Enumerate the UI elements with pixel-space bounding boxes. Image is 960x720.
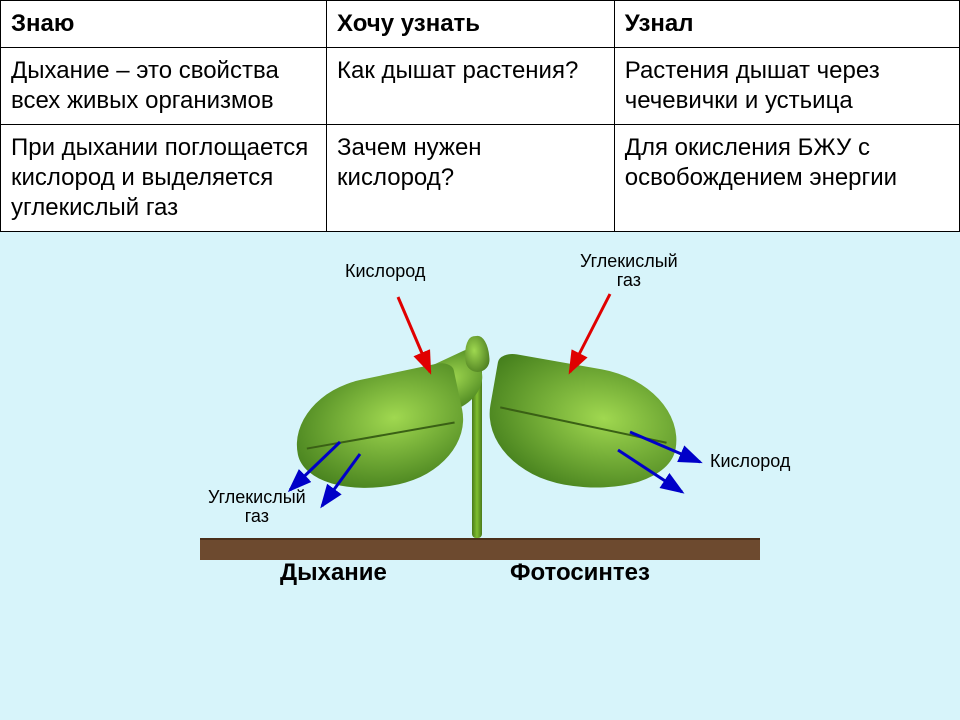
o2-out-arrow-1 — [630, 432, 700, 462]
plant-diagram: Кислород Углекислый газ Углекислый газ К… — [0, 232, 960, 582]
co2-in-arrow — [570, 294, 610, 372]
header-know: Знаю — [1, 1, 327, 48]
table-header-row: Знаю Хочу узнать Узнал — [1, 1, 960, 48]
co2-out-arrow-1 — [290, 442, 340, 490]
label-co2-top: Углекислый газ — [580, 252, 678, 290]
kwl-table-container: Знаю Хочу узнать Узнал Дыхание – это сво… — [0, 0, 960, 232]
label-photosynthesis: Фотосинтез — [510, 559, 650, 587]
arrow-layer — [0, 232, 960, 582]
o2-in-arrow — [398, 297, 430, 372]
co2-out-arrow-2 — [322, 454, 360, 506]
header-want: Хочу узнать — [327, 1, 615, 48]
cell-learned-1: Растения дышат через чечевички и устьица — [614, 48, 959, 125]
label-co2-left: Углекислый газ — [208, 488, 306, 526]
label-oxygen-top: Кислород — [345, 262, 425, 281]
cell-want-1: Как дышат растения? — [327, 48, 615, 125]
table-row: При дыхании поглощается кислород и выдел… — [1, 125, 960, 232]
kwl-table: Знаю Хочу узнать Узнал Дыхание – это сво… — [0, 0, 960, 232]
cell-know-2: При дыхании поглощается кислород и выдел… — [1, 125, 327, 232]
o2-out-arrow-2 — [618, 450, 682, 492]
header-learned: Узнал — [614, 1, 959, 48]
cell-learned-2: Для окисления БЖУ с освобождением энерги… — [614, 125, 959, 232]
label-respiration: Дыхание — [280, 559, 387, 587]
cell-know-1: Дыхание – это свойства всех живых органи… — [1, 48, 327, 125]
cell-want-2: Зачем нужен кислород? — [327, 125, 615, 232]
table-row: Дыхание – это свойства всех живых органи… — [1, 48, 960, 125]
label-oxygen-right: Кислород — [710, 452, 790, 471]
